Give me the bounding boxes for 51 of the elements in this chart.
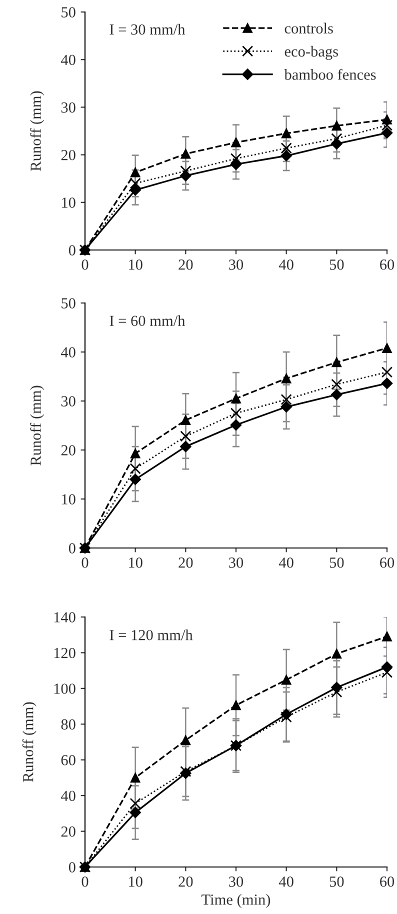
y-tick-label: 30 bbox=[61, 396, 76, 406]
x-tick-label: 0 bbox=[82, 557, 88, 568]
y-tick-label: 50 bbox=[62, 7, 76, 18]
y-tick-label: 0 bbox=[68, 245, 76, 256]
y-tick-label: 40 bbox=[60, 347, 76, 358]
y-tick-label: 100 bbox=[54, 684, 76, 694]
y-tick-label: 140 bbox=[54, 612, 76, 622]
y-tick-label: 50 bbox=[62, 298, 76, 308]
x-tick-label: 30 bbox=[229, 876, 244, 887]
x-tick-label: 10 bbox=[129, 259, 142, 270]
y-tick-label: 20 bbox=[61, 826, 76, 837]
legend-label: controls bbox=[284, 22, 333, 34]
annotation: I = 60 mm/h bbox=[110, 315, 186, 326]
x-tick-label: 10 bbox=[129, 557, 142, 568]
x-tick-label: 20 bbox=[178, 259, 193, 270]
annotation: I = 30 mm/h bbox=[110, 24, 186, 35]
y-tick-label: 40 bbox=[60, 790, 76, 802]
x-tick-label: 40 bbox=[278, 259, 294, 270]
y-tick-label: 40 bbox=[60, 54, 76, 66]
y-tick-label: 30 bbox=[61, 102, 76, 113]
annotation: I = 120 mm/h bbox=[110, 630, 193, 640]
y-tick-label: 10 bbox=[62, 494, 76, 504]
y-tick-label: 80 bbox=[61, 719, 76, 730]
y-tick-label: 120 bbox=[54, 648, 76, 658]
y-tick-label: 10 bbox=[62, 198, 76, 208]
x-tick-label: 0 bbox=[82, 259, 88, 270]
x-tick-label: 50 bbox=[330, 557, 344, 568]
x-tick-label: 30 bbox=[229, 557, 244, 568]
x-tick-label: 20 bbox=[178, 876, 193, 887]
x-tick-label: 40 bbox=[278, 876, 294, 887]
x-tick-label: 0 bbox=[82, 876, 88, 887]
x-tick-label: 30 bbox=[229, 259, 244, 270]
legend-label: eco-bags bbox=[284, 46, 338, 60]
y-tick-label: 0 bbox=[68, 862, 76, 872]
y-tick-label: 60 bbox=[61, 755, 76, 766]
x-tick-label: 50 bbox=[330, 876, 344, 887]
x-tick-label: 50 bbox=[330, 259, 344, 270]
x-tick-label: 60 bbox=[380, 557, 394, 568]
x-tick-label: 10 bbox=[129, 876, 142, 887]
y-tick-label: 20 bbox=[61, 445, 76, 456]
x-tick-label: 20 bbox=[178, 557, 193, 568]
x-tick-label: 60 bbox=[380, 876, 394, 887]
y-tick-label: 0 bbox=[68, 543, 76, 554]
y-axis-title: Runoff (mm) bbox=[30, 386, 44, 466]
y-axis-title: Runoff (mm) bbox=[22, 702, 36, 782]
y-axis-title: Runoff (mm) bbox=[30, 91, 44, 171]
legend-label: bamboo fences bbox=[284, 68, 376, 80]
x-tick-label: 40 bbox=[278, 557, 294, 568]
x-tick-label: 60 bbox=[380, 259, 394, 270]
x-axis-title: Time (min) bbox=[202, 894, 270, 908]
y-tick-label: 20 bbox=[61, 150, 76, 160]
